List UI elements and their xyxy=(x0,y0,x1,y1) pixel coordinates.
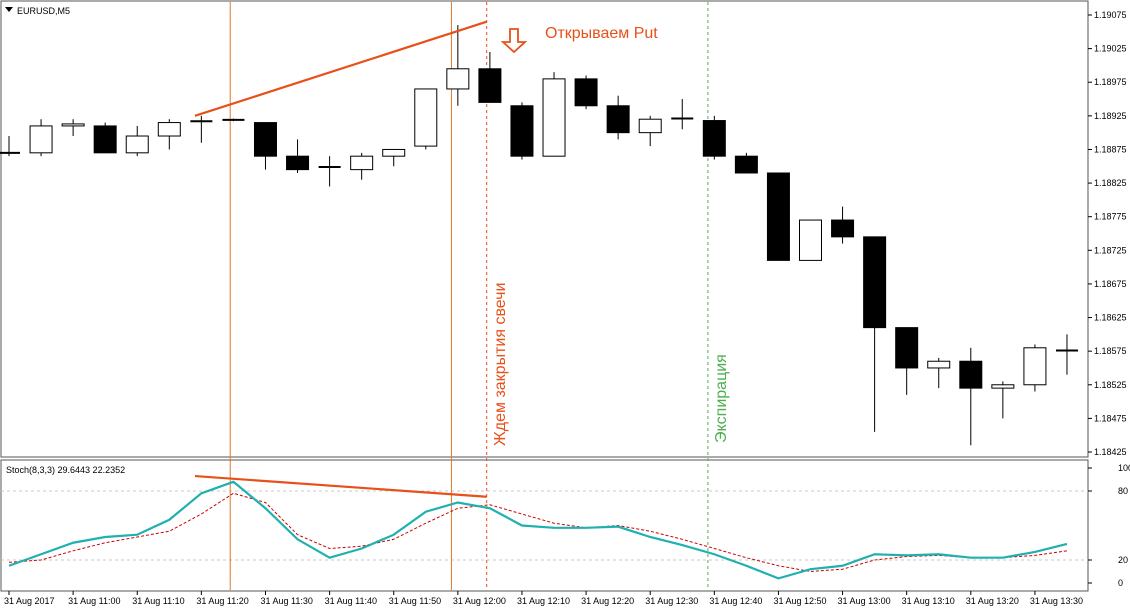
time-tick-label: 31 Aug 13:30 xyxy=(1030,596,1083,606)
candle[interactable] xyxy=(511,102,533,159)
candle[interactable] xyxy=(735,153,757,173)
candle-body xyxy=(383,149,405,156)
candle-body xyxy=(832,220,854,237)
candle[interactable] xyxy=(800,220,822,260)
candle-body xyxy=(767,173,789,260)
price-tick-label: 1.18475 xyxy=(1094,413,1127,423)
candle-body xyxy=(543,79,565,156)
candle[interactable] xyxy=(767,173,789,260)
time-tick-label: 31 Aug 12:50 xyxy=(773,596,826,606)
time-tick-label: 31 Aug 12:10 xyxy=(517,596,570,606)
candle-body xyxy=(126,136,148,153)
annotation-open-put: Открываем Put xyxy=(545,25,658,42)
price-tick-label: 1.18575 xyxy=(1094,346,1127,356)
candle-body xyxy=(479,69,501,103)
price-tick-label: 1.19075 xyxy=(1094,10,1127,20)
candle-body xyxy=(158,123,180,136)
candle-body xyxy=(1024,348,1046,385)
stoch-tick-label: 80 xyxy=(1118,486,1128,496)
time-tick-label: 31 Aug 11:00 xyxy=(68,596,120,606)
price-tick-label: 1.18625 xyxy=(1094,313,1127,323)
time-tick-label: 31 Aug 11:20 xyxy=(196,596,248,606)
price-tick-label: 1.18675 xyxy=(1094,279,1127,289)
price-tick-label: 1.18775 xyxy=(1094,212,1127,222)
price-tick-label: 1.18525 xyxy=(1094,380,1127,390)
time-tick-label: 31 Aug 13:00 xyxy=(838,596,891,606)
candle-body xyxy=(639,119,661,132)
price-pane[interactable] xyxy=(1,1,1088,457)
stochastic-label: Stoch(8,3,3) 29.6443 22.2352 xyxy=(6,465,125,475)
candle-body xyxy=(254,123,276,157)
candle[interactable] xyxy=(222,119,244,122)
price-tick-label: 1.18725 xyxy=(1094,245,1127,255)
candle-body xyxy=(287,156,309,169)
price-tick-label: 1.18825 xyxy=(1094,178,1127,188)
candle[interactable] xyxy=(575,76,597,110)
candle-body xyxy=(62,124,84,126)
price-tick-label: 1.18975 xyxy=(1094,77,1127,87)
time-tick-label: 31 Aug 11:50 xyxy=(389,596,441,606)
time-tick-label: 31 Aug 11:40 xyxy=(325,596,377,606)
candle-body xyxy=(30,126,52,153)
annotation-wait-close: Ждем закрытия свечи xyxy=(492,283,509,446)
time-tick-label: 31 Aug 13:10 xyxy=(902,596,955,606)
candle-body xyxy=(703,121,725,157)
candle-body xyxy=(960,361,982,388)
candle[interactable] xyxy=(415,89,437,150)
candle[interactable] xyxy=(703,116,725,160)
stochastic-pane[interactable] xyxy=(1,460,1088,591)
candle-body xyxy=(896,328,918,368)
symbol-label: EURUSD,M5 xyxy=(17,6,70,16)
price-tick-label: 1.19025 xyxy=(1094,44,1127,54)
stoch-tick-label: 0 xyxy=(1118,578,1123,588)
candle-body xyxy=(928,361,950,368)
candle-body xyxy=(351,156,373,169)
annotation-expiration: Экспирация xyxy=(713,354,730,443)
time-tick-label: 31 Aug 11:30 xyxy=(260,596,312,606)
time-tick-label: 31 Aug 12:20 xyxy=(581,596,634,606)
stoch-tick-label: 20 xyxy=(1118,555,1128,565)
price-tick-label: 1.18875 xyxy=(1094,144,1127,154)
time-tick-label: 31 Aug 12:00 xyxy=(453,596,506,606)
candle-body xyxy=(864,237,886,328)
price-tick-label: 1.18925 xyxy=(1094,111,1127,121)
candle[interactable] xyxy=(1024,344,1046,391)
time-tick-label: 31 Aug 12:30 xyxy=(645,596,698,606)
candle-body xyxy=(447,69,469,89)
price-tick-label: 1.18425 xyxy=(1094,447,1127,457)
candle-body xyxy=(607,106,629,133)
stoch-tick-label: 100 xyxy=(1118,463,1130,473)
candle-body xyxy=(800,220,822,260)
candle-body xyxy=(575,79,597,106)
candle-body xyxy=(511,106,533,156)
candle-body xyxy=(415,89,437,146)
time-tick-label: 31 Aug 2017 xyxy=(4,596,55,606)
candle[interactable] xyxy=(543,72,565,156)
time-tick-label: 31 Aug 13:20 xyxy=(966,596,1019,606)
candle-body xyxy=(992,385,1014,388)
candle[interactable] xyxy=(94,123,116,153)
time-tick-label: 31 Aug 12:40 xyxy=(709,596,762,606)
time-tick-label: 31 Aug 11:10 xyxy=(132,596,184,606)
candle-body xyxy=(94,126,116,153)
candle-body xyxy=(735,156,757,173)
